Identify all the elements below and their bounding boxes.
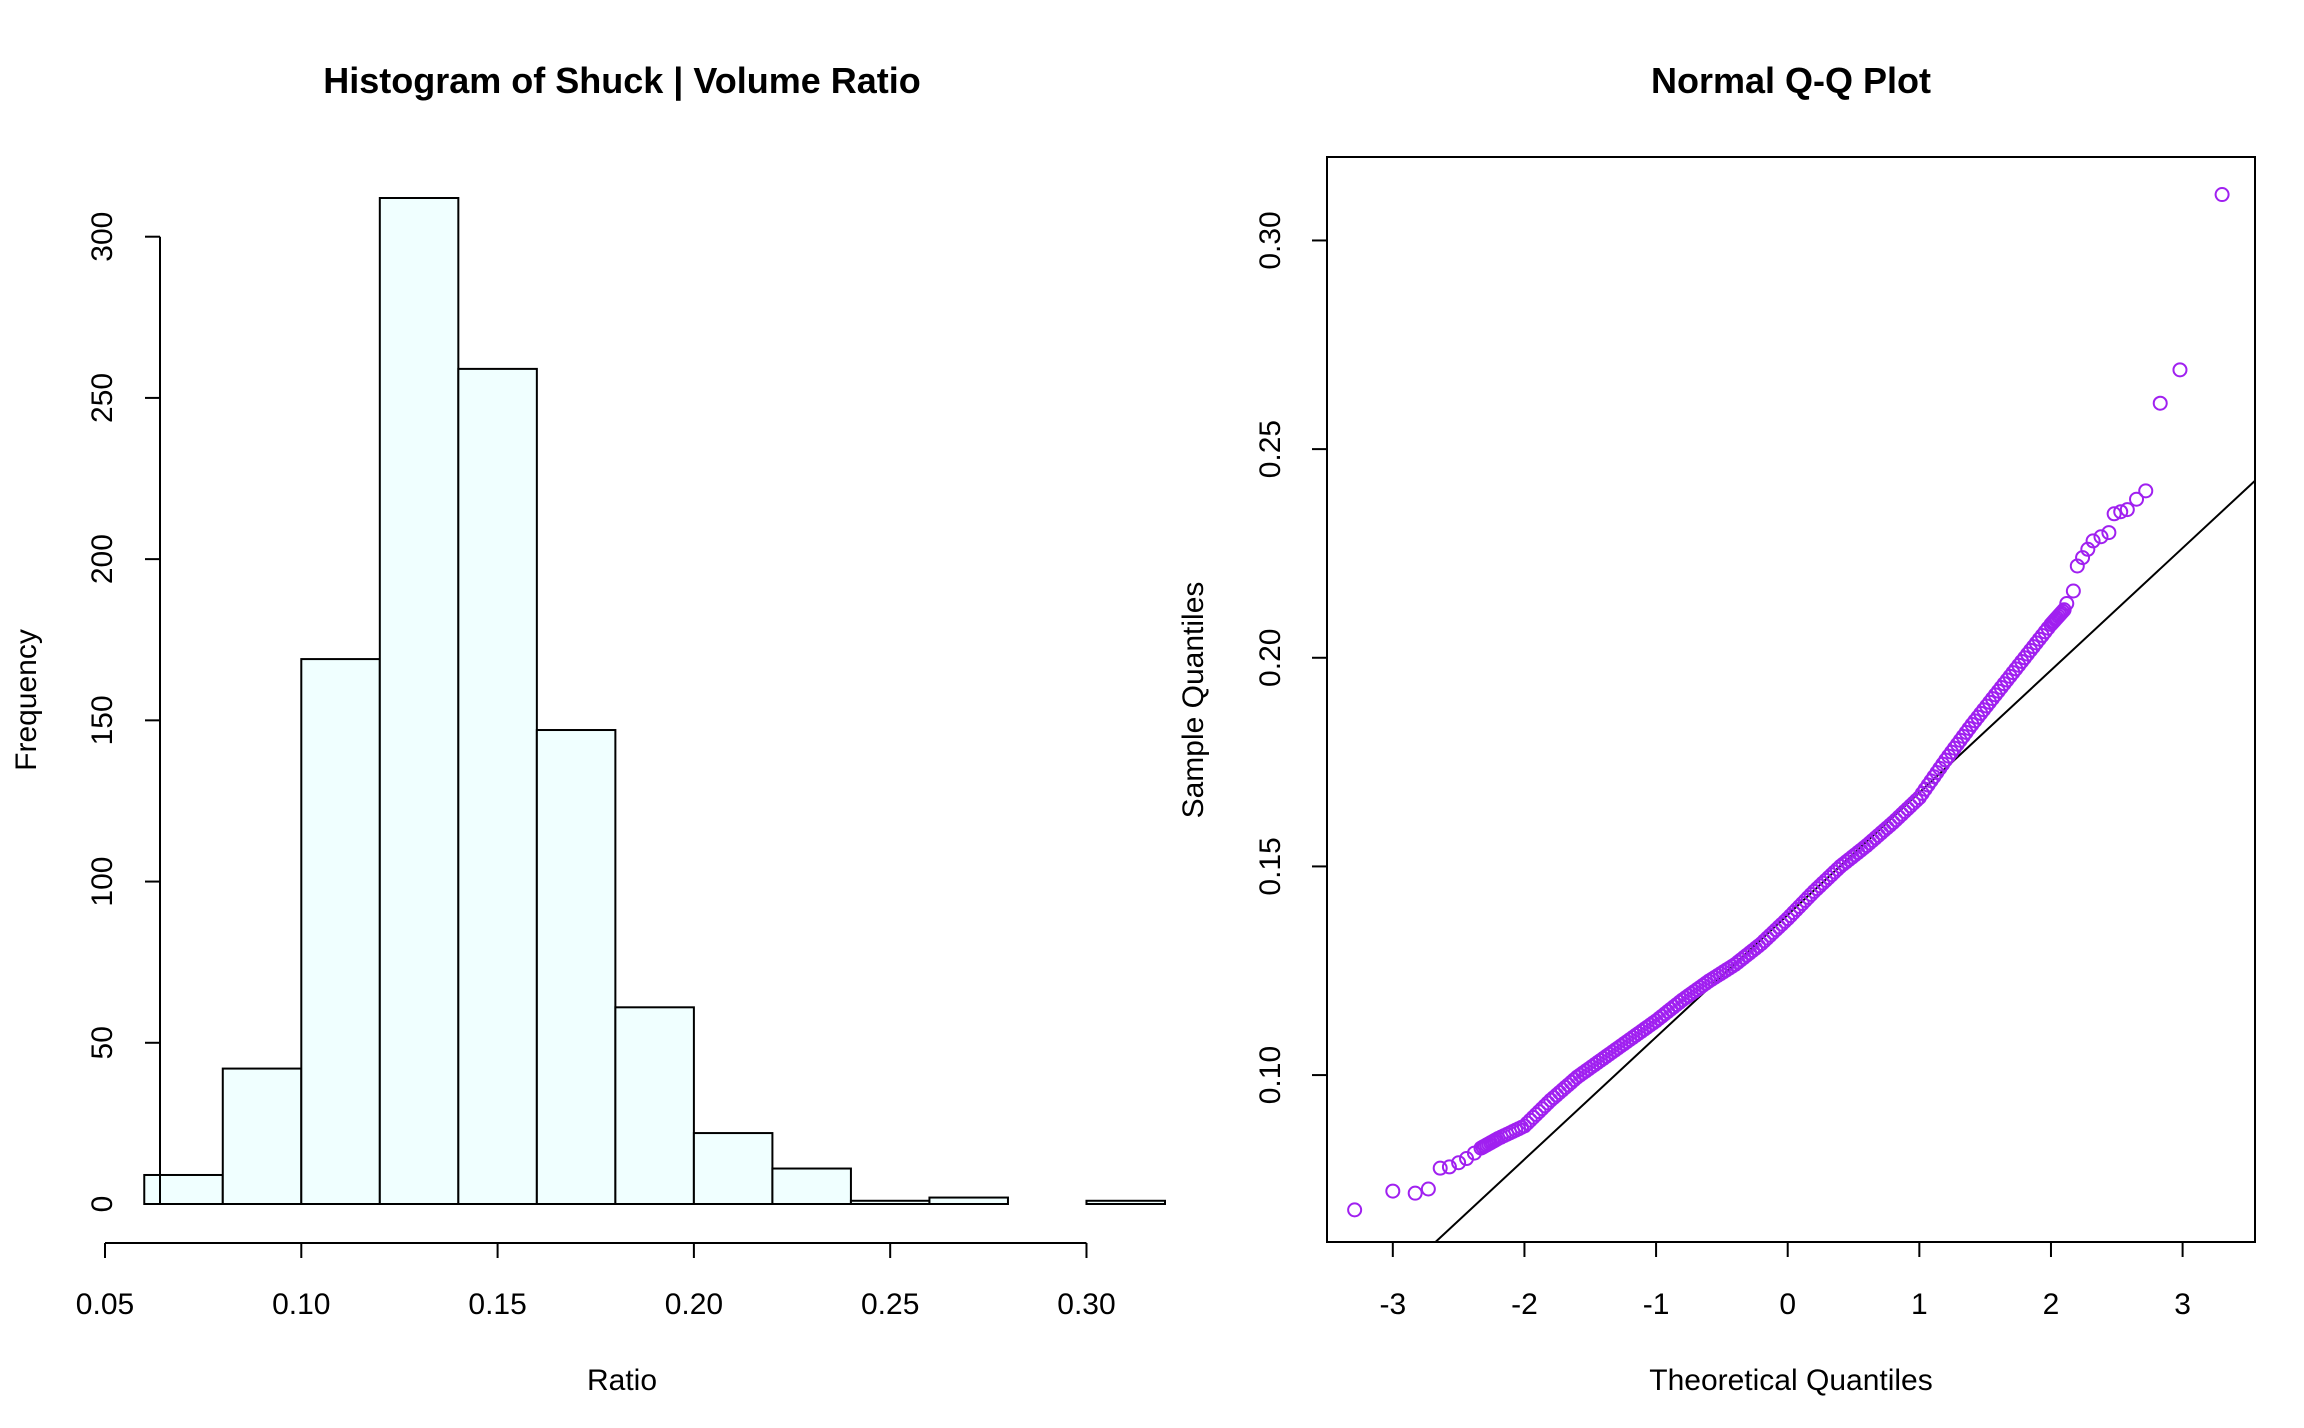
qq-y-tick-label: 0.25 — [1254, 420, 1287, 478]
histogram-bar — [692, 1132, 774, 1205]
histogram-bar — [849, 1199, 931, 1205]
qq-point — [1407, 1185, 1423, 1201]
qq-point — [2101, 525, 2117, 541]
histogram-y-tick-label: 200 — [86, 534, 119, 584]
qq-x-tick-label: -1 — [1643, 1288, 1670, 1321]
histogram-x-axis: 0.05 0.10 0.15 0.20 0.25 0.30 — [76, 1242, 1116, 1321]
qq-point — [2138, 483, 2154, 499]
histogram-y-tick-label: 250 — [86, 373, 119, 423]
histogram-x-tick-label: 0.15 — [468, 1288, 526, 1321]
qq-plot-box — [1326, 156, 2256, 1243]
qq-point — [2085, 533, 2101, 549]
histogram-bar — [457, 367, 538, 1205]
qq-x-axis: -3 -2 -1 0 1 2 3 — [1379, 1241, 2191, 1321]
qq-point — [1432, 1160, 1448, 1176]
qq-y-tick-label: 0.20 — [1254, 629, 1287, 687]
histogram-y-tick-label: 50 — [86, 1026, 119, 1059]
histogram-bar — [535, 729, 617, 1205]
qq-point — [2053, 605, 2069, 621]
qq-x-tick-label: 3 — [2174, 1288, 2191, 1321]
qq-x-tick-label: -3 — [1379, 1288, 1406, 1321]
histogram-x-tick-label: 0.10 — [272, 1288, 330, 1321]
histogram-y-label: Frequency — [10, 629, 43, 771]
qq-title: Normal Q-Q Plot — [1651, 60, 1931, 101]
histogram-bar — [143, 1173, 224, 1205]
histogram-y-tick-label: 150 — [86, 695, 119, 745]
qq-point — [2052, 607, 2068, 623]
qq-x-tick-label: -2 — [1511, 1288, 1538, 1321]
histogram-y-tick-label: 0 — [86, 1196, 119, 1213]
qq-y-axis: 0.10 0.15 0.20 0.25 0.30 — [1254, 211, 1328, 1104]
qq-point — [2119, 502, 2135, 518]
histogram-bar — [771, 1167, 852, 1206]
qq-point — [1385, 1183, 1401, 1199]
histogram-panel: Histogram of Shuck | Volume Ratio 0.05 0.… — [10, 60, 1166, 1397]
qq-plot-area — [1347, 187, 2255, 1242]
qq-y-label: Sample Quantiles — [1177, 582, 1210, 819]
qq-point — [1451, 1155, 1467, 1171]
qq-x-label: Theoretical Quantiles — [1649, 1364, 1932, 1397]
qq-point — [2093, 529, 2109, 545]
histogram-bar — [1085, 1199, 1166, 1205]
qq-point — [1441, 1159, 1457, 1175]
histogram-y-axis: 0 50 100 150 200 250 300 — [86, 212, 161, 1213]
qq-y-tick-label: 0.10 — [1254, 1046, 1287, 1104]
histogram-x-tick-label: 0.25 — [861, 1288, 919, 1321]
qq-point — [2172, 362, 2188, 378]
qq-y-tick-label: 0.30 — [1254, 211, 1287, 269]
histogram-bar — [300, 658, 381, 1205]
qq-x-tick-label: 1 — [1911, 1288, 1928, 1321]
histogram-bars — [143, 197, 1166, 1206]
qq-x-tick-label: 2 — [2043, 1288, 2060, 1321]
qq-point — [2055, 603, 2071, 619]
qq-plot-panel: Normal Q-Q Plot -3 -2 -1 0 1 2 3 0.100.150.200… — [1177, 60, 2256, 1397]
histogram-bar — [378, 197, 460, 1205]
histogram-bar — [928, 1196, 1009, 1205]
qq-point — [1420, 1181, 1436, 1197]
qq-point — [1347, 1202, 1363, 1218]
qq-y-tick-label: 0.15 — [1254, 837, 1287, 895]
histogram-title: Histogram of Shuck | Volume Ratio — [323, 60, 920, 102]
histogram-bar — [614, 1006, 695, 1205]
qq-x-tick-label: 0 — [1779, 1288, 1796, 1321]
histogram-x-label: Ratio — [587, 1364, 657, 1397]
qq-point — [2152, 395, 2168, 411]
qq-point — [2214, 187, 2230, 203]
qq-point — [2106, 506, 2122, 522]
histogram-y-tick-label: 100 — [86, 857, 119, 907]
histogram-x-tick-label: 0.30 — [1057, 1288, 1115, 1321]
qq-point — [2129, 491, 2145, 507]
qq-points — [1347, 187, 2230, 1218]
qq-point — [2113, 504, 2129, 520]
histogram-y-tick-label: 300 — [86, 212, 119, 262]
histogram-bar — [221, 1067, 303, 1205]
qq-point — [2065, 583, 2081, 599]
histogram-x-tick-label: 0.20 — [665, 1288, 723, 1321]
histogram-x-tick-label: 0.05 — [76, 1288, 134, 1321]
qq-point — [2056, 602, 2072, 618]
